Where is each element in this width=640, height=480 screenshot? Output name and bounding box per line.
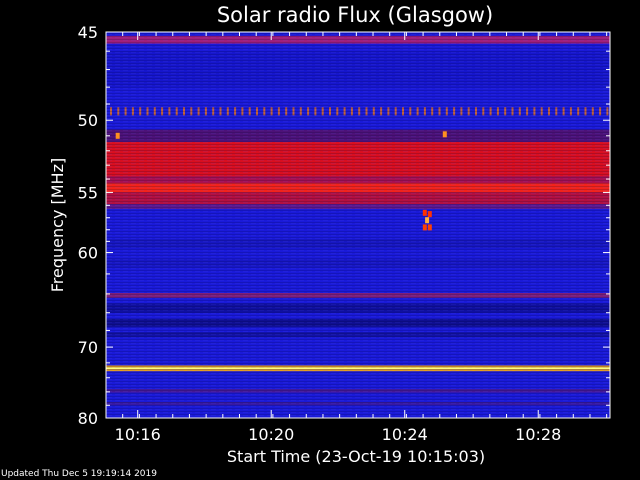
y-tick-label-70: 70 (78, 338, 98, 357)
burst-4 (425, 217, 430, 224)
burst-5 (442, 131, 447, 138)
chart-title: Solar radio Flux (Glasgow) (217, 3, 493, 27)
y-tick-label-45: 45 (78, 23, 98, 42)
burst-6 (115, 132, 120, 139)
burst-2 (422, 224, 427, 231)
y-tick-label-55: 55 (78, 183, 98, 202)
y-tick-label-50: 50 (78, 111, 98, 130)
x-tick-label-10:20: 10:20 (248, 425, 294, 444)
y-axis-label: Frequency [MHz] (48, 158, 67, 292)
x-tick-label-10:16: 10:16 (115, 425, 161, 444)
y-tick-label-60: 60 (78, 244, 98, 263)
x-axis-ticks: 10:16 10:20 10:24 10:28 (105, 32, 608, 444)
burst-1 (427, 211, 432, 218)
x-tick-label-10:28: 10:28 (515, 425, 561, 444)
noise-texture (106, 32, 610, 418)
burst-3 (427, 224, 432, 231)
x-axis-label: Start Time (23-Oct-19 10:15:03) (227, 447, 485, 466)
burst-0 (422, 209, 427, 216)
plot-frame (105, 31, 611, 419)
updated-timestamp: Updated Thu Dec 5 19:19:14 2019 (1, 469, 157, 479)
x-tick-label-10:24: 10:24 (382, 425, 428, 444)
radio-bursts (115, 131, 447, 231)
y-axis-ticks: 45 50 55 60 70 80 (78, 23, 610, 428)
y-tick-label-80: 80 (78, 409, 98, 428)
